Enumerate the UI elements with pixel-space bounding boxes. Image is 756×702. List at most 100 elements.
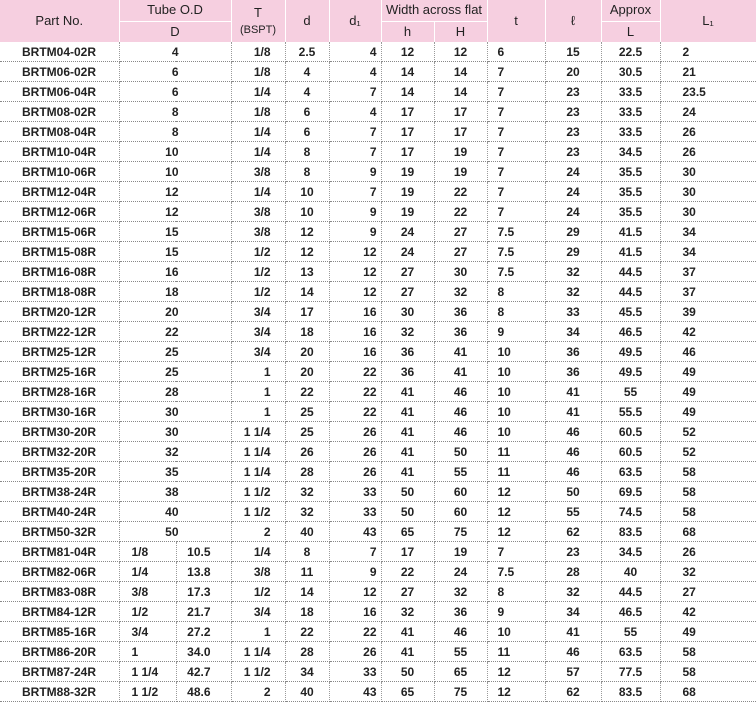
cell-part-no: BRTM25-16R	[0, 361, 120, 382]
cell-ell: 55	[545, 501, 602, 522]
table-row: BRTM32-20R 32 1 1/4 26 26 41 50 11 46 60.5 52	[0, 441, 756, 462]
cell-h: 36	[381, 361, 435, 382]
cell-d1: 4	[329, 61, 382, 82]
cell-approx-L: 77.5	[601, 661, 661, 682]
cell-t: 7	[487, 181, 546, 202]
cell-approx-L: 35.5	[601, 161, 661, 182]
cell-tube-od: 6	[119, 81, 232, 102]
cell-t: 9	[487, 601, 546, 622]
cell-h: 36	[381, 341, 435, 362]
cell-d1: 26	[329, 441, 382, 462]
cell-d1: 33	[329, 501, 382, 522]
cell-part-no: BRTM04-02R	[0, 42, 120, 62]
cell-d1: 7	[329, 541, 382, 562]
table-body: BRTM04-02R 4 1/8 2.5 4 12 12 6 15 22.5 2 BRTM06-02R…	[0, 42, 756, 702]
cell-L1: 58	[660, 641, 756, 662]
cell-H: 19	[434, 141, 488, 162]
cell-tube-od: 1/8	[119, 541, 177, 562]
cell-t: 7.5	[487, 561, 546, 582]
cell-t-bspt: 1/4	[231, 121, 286, 142]
cell-approx-L: 30.5	[601, 61, 661, 82]
cell-H: 19	[434, 541, 488, 562]
col-part-no: Part No.	[0, 0, 120, 42]
cell-H: 17	[434, 101, 488, 122]
cell-H: 46	[434, 381, 488, 402]
cell-t: 7.5	[487, 261, 546, 282]
table-row: BRTM38-24R 38 1 1/2 32 33 50 60 12 50 69.5 58	[0, 481, 756, 502]
cell-approx-L: 45.5	[601, 301, 661, 322]
cell-approx-L: 34.5	[601, 141, 661, 162]
cell-t-bspt: 3/8	[231, 561, 286, 582]
table-row: BRTM18-08R 18 1/2 14 12 27 32 8 32 44.5 37	[0, 281, 756, 302]
cell-L1: 30	[660, 161, 756, 182]
cell-t: 7	[487, 161, 546, 182]
table-row: BRTM30-16R 30 1 25 22 41 46 10 41 55.5 49	[0, 401, 756, 422]
cell-tube-od-mm: 21.7	[176, 601, 232, 622]
cell-approx-L: 55	[601, 381, 661, 402]
cell-part-no: BRTM12-06R	[0, 201, 120, 222]
col-d: d	[285, 0, 330, 42]
cell-d1: 43	[329, 521, 382, 542]
table-row: BRTM15-06R 15 3/8 12 9 24 27 7.5 29 41.5 34	[0, 221, 756, 242]
cell-tube-od: 8	[119, 101, 232, 122]
cell-h: 41	[381, 381, 435, 402]
cell-ell: 57	[545, 661, 602, 682]
cell-L1: 34	[660, 241, 756, 262]
col-tube-od: Tube O.D	[119, 0, 232, 22]
cell-h: 19	[381, 181, 435, 202]
cell-d: 12	[285, 241, 330, 262]
cell-d: 17	[285, 301, 330, 322]
cell-H: 36	[434, 601, 488, 622]
cell-t-bspt: 1 1/2	[231, 481, 286, 502]
cell-L1: 49	[660, 401, 756, 422]
cell-d: 32	[285, 501, 330, 522]
table-row: BRTM28-16R 28 1 22 22 41 46 10 41 55 49	[0, 381, 756, 402]
cell-h: 17	[381, 541, 435, 562]
cell-H: 50	[434, 441, 488, 462]
cell-ell: 15	[545, 42, 602, 62]
cell-H: 36	[434, 301, 488, 322]
col-h: h	[381, 21, 435, 42]
table-row: BRTM87-24R 1 1/4 42.7 1 1/2 34 33 50 65 12 57 77.5…	[0, 661, 756, 682]
cell-L1: 68	[660, 681, 756, 702]
cell-h: 24	[381, 221, 435, 242]
table-row: BRTM16-08R 16 1/2 13 12 27 30 7.5 32 44.5 37	[0, 261, 756, 282]
cell-tube-od: 22	[119, 321, 232, 342]
cell-approx-L: 69.5	[601, 481, 661, 502]
cell-d1: 4	[329, 101, 382, 122]
cell-t-bspt: 3/8	[231, 161, 286, 182]
cell-L1: 58	[660, 481, 756, 502]
cell-d: 40	[285, 521, 330, 542]
cell-ell: 46	[545, 421, 602, 442]
cell-d1: 22	[329, 381, 382, 402]
cell-t: 10	[487, 341, 546, 362]
cell-d: 8	[285, 541, 330, 562]
cell-L1: 58	[660, 661, 756, 682]
cell-t-bspt: 1/4	[231, 141, 286, 162]
cell-part-no: BRTM50-32R	[0, 521, 120, 542]
cell-ell: 46	[545, 641, 602, 662]
cell-L1: 46	[660, 341, 756, 362]
cell-H: 60	[434, 501, 488, 522]
cell-tube-od: 10	[119, 141, 232, 162]
cell-tube-od: 8	[119, 121, 232, 142]
cell-H: 32	[434, 281, 488, 302]
cell-h: 12	[381, 42, 435, 62]
cell-L1: 2	[660, 42, 756, 62]
cell-d1: 33	[329, 481, 382, 502]
cell-tube-od-mm: 13.8	[176, 561, 232, 582]
cell-approx-L: 22.5	[601, 42, 661, 62]
cell-ell: 24	[545, 181, 602, 202]
cell-tube-od: 25	[119, 361, 232, 382]
cell-d1: 7	[329, 141, 382, 162]
cell-part-no: BRTM30-20R	[0, 421, 120, 442]
cell-t: 10	[487, 621, 546, 642]
table-row: BRTM82-06R 1/4 13.8 3/8 11 9 22 24 7.5 28 40 32	[0, 561, 756, 582]
cell-part-no: BRTM30-16R	[0, 401, 120, 422]
cell-L1: 26	[660, 141, 756, 162]
cell-H: 17	[434, 121, 488, 142]
cell-h: 24	[381, 241, 435, 262]
cell-d: 4	[285, 61, 330, 82]
cell-d1: 43	[329, 681, 382, 702]
cell-ell: 23	[545, 141, 602, 162]
